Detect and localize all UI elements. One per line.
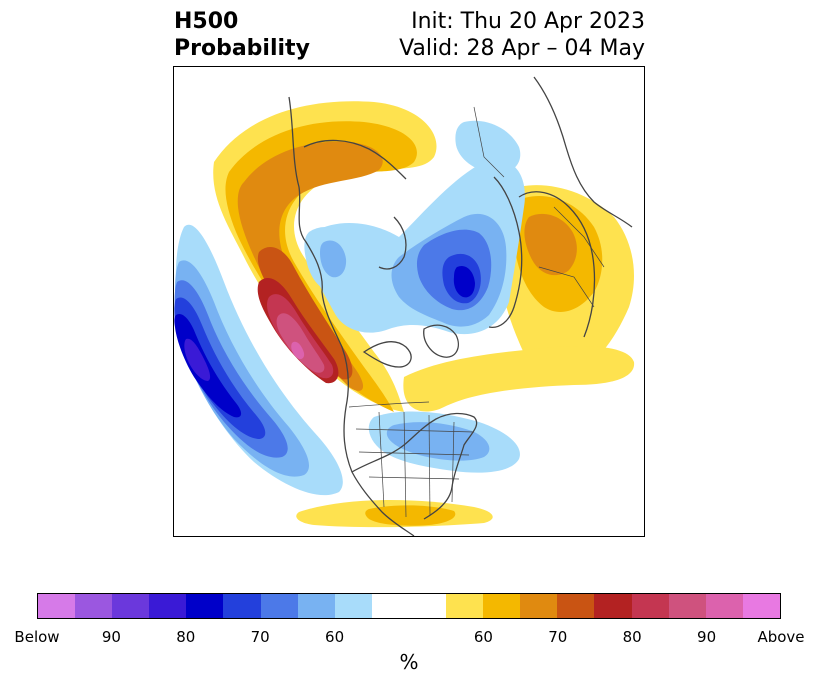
colorbar-tick-label: 60	[325, 628, 345, 646]
colorbar-tick-label: 90	[697, 628, 717, 646]
colorbar-segment	[112, 594, 150, 618]
colorbar-segment	[557, 594, 595, 618]
below-region-dark	[174, 313, 242, 418]
coastlines	[288, 76, 633, 536]
colorbar-segment	[371, 594, 409, 618]
colorbar-segment	[520, 594, 558, 618]
valid-period-label: Valid: 28 Apr – 04 May	[399, 36, 645, 61]
product-label: Probability	[174, 36, 310, 61]
colorbar-unit-label: %	[399, 650, 419, 674]
above-region-orange	[237, 141, 383, 391]
colorbar-segment	[334, 594, 372, 618]
below-region-alaska-sky	[320, 240, 347, 278]
colorbar-tick-label: 80	[176, 628, 196, 646]
colorbar-tick-label: 70	[548, 628, 568, 646]
colorbar-segment	[408, 594, 447, 618]
colorbar-segment	[594, 594, 632, 618]
above-region-rose	[276, 313, 325, 373]
colorbar-tick-label: 60	[473, 628, 493, 646]
colorbar-tick-label: Below	[14, 628, 60, 646]
below-region-arctic-dark	[453, 265, 475, 298]
colorbar-segment	[483, 594, 521, 618]
below-region-blue	[174, 297, 266, 439]
init-date-label: Init: Thu 20 Apr 2023	[411, 9, 645, 34]
colorbar-tick-label: 70	[250, 628, 270, 646]
colorbar-segment	[297, 594, 335, 618]
below-region-sky	[174, 260, 309, 477]
colorbar-segment	[705, 594, 743, 618]
colorbar-segment	[631, 594, 669, 618]
colorbar-segment	[446, 594, 484, 618]
below-region-siberia-light	[455, 120, 521, 174]
variable-label: H500	[174, 9, 239, 34]
probability-colorbar	[37, 593, 781, 619]
above-region-south-gold	[365, 505, 456, 526]
below-region-navy	[184, 338, 211, 381]
above-region-pink	[291, 341, 305, 360]
below-region-light	[175, 224, 343, 496]
colorbar-segment	[38, 594, 76, 618]
colorbar-tick-label: Above	[757, 628, 805, 646]
above-region-darkorange	[257, 247, 353, 380]
colorbar-segment	[186, 594, 224, 618]
colorbar-segment	[149, 594, 187, 618]
colorbar-tick-label: 90	[101, 628, 121, 646]
colorbar-segment	[223, 594, 261, 618]
above-region-atlantic-yellow	[403, 345, 635, 412]
map-canvas	[174, 76, 635, 536]
colorbar-tick-label: 80	[622, 628, 642, 646]
plot-title-left: H500 Probability	[174, 8, 310, 62]
borders	[348, 106, 605, 518]
probability-map	[173, 66, 645, 537]
above-region-europe-orange	[524, 213, 577, 276]
below-region-mid	[174, 280, 288, 458]
plot-title-right: Init: Thu 20 Apr 2023 Valid: 28 Apr – 04…	[399, 8, 645, 62]
colorbar-segment	[260, 594, 298, 618]
colorbar-segment	[742, 594, 780, 618]
colorbar-segment	[75, 594, 113, 618]
colorbar-segment	[668, 594, 706, 618]
